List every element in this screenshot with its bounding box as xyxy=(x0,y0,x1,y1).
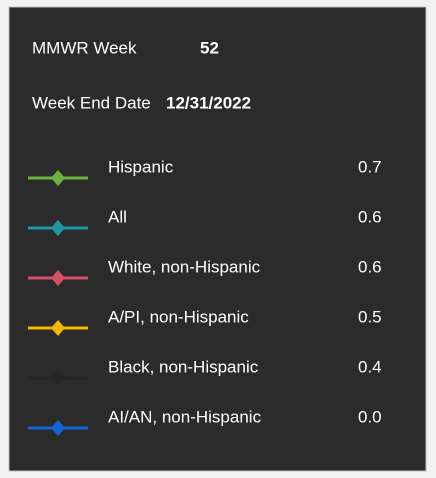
legend-marker xyxy=(51,370,65,386)
row-name: Black, non-Hispanic xyxy=(108,357,259,376)
week-value: 52 xyxy=(200,38,219,57)
legend-marker xyxy=(51,320,65,336)
row-value: 0.0 xyxy=(358,407,382,426)
row-name: Hispanic xyxy=(108,157,174,176)
row-name: White, non-Hispanic xyxy=(108,257,261,276)
legend-marker xyxy=(51,270,65,286)
row-value: 0.6 xyxy=(358,207,382,226)
row-name: A/PI, non-Hispanic xyxy=(108,307,249,326)
row-value: 0.4 xyxy=(358,357,382,376)
week-label: MMWR Week xyxy=(32,38,137,57)
legend-marker xyxy=(51,170,65,186)
legend-marker xyxy=(51,420,65,436)
row-value: 0.6 xyxy=(358,257,382,276)
date-value: 12/31/2022 xyxy=(166,93,251,112)
legend-marker xyxy=(51,220,65,236)
tooltip-box xyxy=(8,6,427,472)
date-label: Week End Date xyxy=(32,93,151,112)
row-name: All xyxy=(108,207,127,226)
row-value: 0.7 xyxy=(358,157,382,176)
row-name: AI/AN, non-Hispanic xyxy=(108,407,262,426)
row-value: 0.5 xyxy=(358,307,382,326)
